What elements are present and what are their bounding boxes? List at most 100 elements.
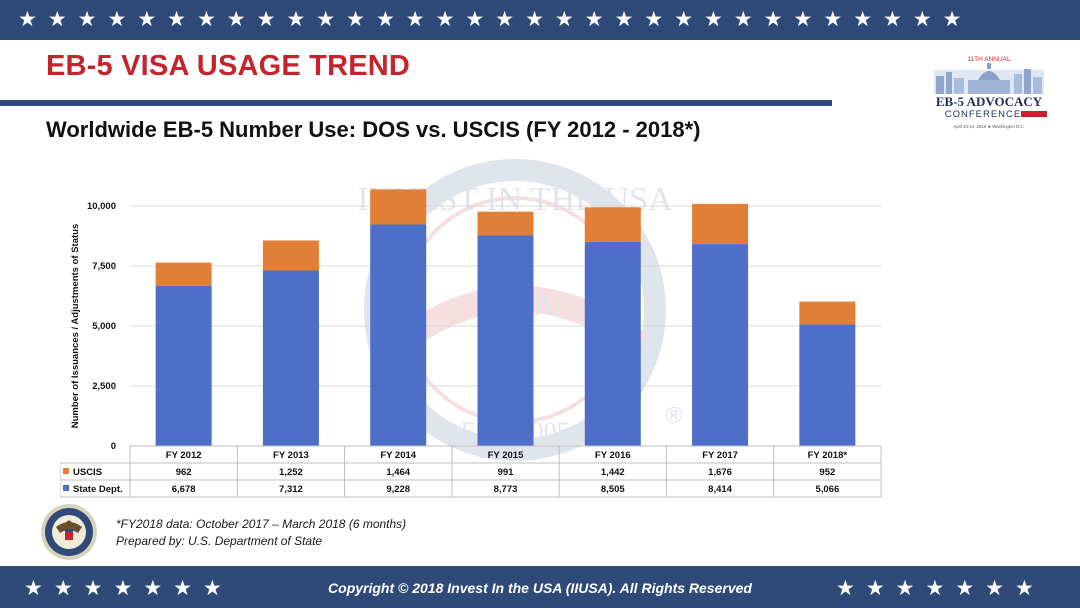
star-icon: ★ bbox=[733, 7, 753, 31]
data-table-value: 1,252 bbox=[279, 467, 303, 478]
star-icon: ★ bbox=[77, 7, 97, 31]
star-icon: ★ bbox=[53, 576, 73, 600]
x-category-label: FY 2017 bbox=[702, 450, 738, 461]
data-table-value: 1,464 bbox=[386, 467, 410, 478]
star-icon: ★ bbox=[614, 7, 634, 31]
copyright-notice: Copyright © 2018 Invest In the USA (IIUS… bbox=[328, 580, 752, 596]
star-icon: ★ bbox=[704, 7, 723, 31]
bar-uscis bbox=[477, 211, 534, 236]
star-icon: ★ bbox=[226, 7, 246, 31]
bar-uscis bbox=[370, 189, 427, 225]
bar-uscis bbox=[692, 203, 749, 245]
star-icon: ★ bbox=[202, 576, 222, 600]
y-tick-label: 2,500 bbox=[92, 381, 116, 392]
data-table-value: 6,678 bbox=[172, 484, 196, 495]
star-icon: ★ bbox=[1014, 576, 1034, 600]
bar-state-dept bbox=[692, 244, 749, 446]
stacked-bar-chart: INVEST IN THE USA IIUSA EST. 2005 ® 02,5… bbox=[60, 159, 882, 498]
star-icon: ★ bbox=[24, 576, 43, 600]
data-table-value: 8,773 bbox=[494, 484, 518, 495]
star-icon: ★ bbox=[883, 7, 902, 31]
data-table-value: 5,066 bbox=[815, 484, 839, 495]
data-table-value: 991 bbox=[498, 467, 515, 478]
star-icon: ★ bbox=[674, 7, 694, 31]
logo-title-text: EB-5 ADVOCACY bbox=[936, 94, 1043, 109]
conference-logo: 11TH ANNUAL EB-5 ADVOCACY CONFERENCE Apr… bbox=[934, 56, 1047, 129]
registered-mark-icon: ® bbox=[663, 404, 685, 429]
star-icon: ★ bbox=[173, 576, 192, 600]
bar-state-dept bbox=[370, 224, 427, 446]
star-icon: ★ bbox=[955, 576, 975, 600]
star-icon: ★ bbox=[925, 576, 945, 600]
data-table-value: 7,312 bbox=[279, 484, 303, 495]
star-icon: ★ bbox=[346, 7, 365, 31]
star-icon: ★ bbox=[793, 7, 813, 31]
y-tick-label: 0 bbox=[111, 441, 116, 452]
logo-conference-text: CONFERENCE bbox=[945, 109, 1022, 120]
data-table-value: 952 bbox=[819, 467, 835, 478]
bar-state-dept bbox=[584, 241, 641, 446]
bottom-right-stars: ★ ★ ★ ★ ★ ★ ★ bbox=[836, 578, 1034, 599]
star-icon: ★ bbox=[107, 7, 127, 31]
y-tick-label: 5,000 bbox=[92, 321, 116, 332]
star-icon: ★ bbox=[554, 7, 574, 31]
data-table-value: 1,676 bbox=[708, 467, 732, 478]
star-icon: ★ bbox=[286, 7, 306, 31]
bar-state-dept bbox=[262, 270, 319, 446]
star-icon: ★ bbox=[853, 7, 873, 31]
star-icon: ★ bbox=[167, 7, 186, 31]
star-icon: ★ bbox=[865, 576, 885, 600]
star-icon: ★ bbox=[836, 576, 855, 600]
star-icon: ★ bbox=[525, 7, 544, 31]
skyline-icon bbox=[934, 63, 1044, 94]
star-icon: ★ bbox=[895, 576, 915, 600]
y-tick-label: 10,000 bbox=[87, 201, 116, 212]
star-icon: ★ bbox=[495, 7, 515, 31]
star-icon: ★ bbox=[137, 7, 157, 31]
top-star-band: ★ ★ ★ ★ ★ ★ ★ ★ ★ ★ ★ ★ ★ ★ ★ ★ ★ ★ ★ ★ … bbox=[0, 0, 1080, 40]
x-category-label: FY 2014 bbox=[380, 450, 416, 461]
x-category-label: FY 2012 bbox=[166, 450, 202, 461]
top-left-stars: ★ ★ ★ ★ ★ ★ ★ ★ ★ ★ ★ ★ ★ ★ ★ ★ ★ ★ ★ ★ … bbox=[18, 9, 962, 30]
y-axis-label: Number of Issuances / Adjustments of Sta… bbox=[70, 224, 81, 428]
bar-state-dept bbox=[155, 285, 212, 446]
legend-label: USCIS bbox=[73, 467, 102, 478]
legend-swatch bbox=[63, 485, 69, 491]
x-category-label: FY 2015 bbox=[488, 450, 524, 461]
star-icon: ★ bbox=[584, 7, 604, 31]
data-table-value: 9,228 bbox=[386, 484, 410, 495]
star-icon: ★ bbox=[644, 7, 664, 31]
x-category-label: FY 2018* bbox=[808, 450, 848, 461]
data-table-value: 962 bbox=[176, 467, 192, 478]
x-category-label: FY 2016 bbox=[595, 450, 631, 461]
star-icon: ★ bbox=[83, 576, 103, 600]
star-icon: ★ bbox=[912, 7, 932, 31]
x-category-label: FY 2013 bbox=[273, 450, 309, 461]
data-table-value: 1,442 bbox=[601, 467, 625, 478]
data-table-value: 8,414 bbox=[708, 484, 732, 495]
star-icon: ★ bbox=[196, 7, 216, 31]
bar-uscis bbox=[155, 262, 212, 286]
star-icon: ★ bbox=[405, 7, 425, 31]
logo-annual-text: 11TH ANNUAL bbox=[967, 56, 1011, 63]
title-divider bbox=[0, 100, 832, 106]
star-icon: ★ bbox=[47, 7, 67, 31]
star-icon: ★ bbox=[823, 7, 843, 31]
bar-state-dept bbox=[477, 235, 534, 446]
footnote-prepared-by: Prepared by: U.S. Department of State bbox=[116, 534, 323, 548]
star-icon: ★ bbox=[435, 7, 455, 31]
star-icon: ★ bbox=[465, 7, 485, 31]
star-icon: ★ bbox=[18, 7, 37, 31]
bottom-star-band: ★ ★ ★ ★ ★ ★ ★ ★ ★ ★ ★ ★ ★ ★ bbox=[0, 566, 1080, 608]
slide-title: EB-5 VISA USAGE TREND bbox=[46, 50, 411, 82]
legend-swatch bbox=[63, 468, 69, 474]
star-icon: ★ bbox=[143, 576, 163, 600]
chart-subtitle: Worldwide EB-5 Number Use: DOS vs. USCIS… bbox=[46, 117, 701, 142]
legend-label: State Dept. bbox=[73, 484, 123, 495]
bar-uscis bbox=[262, 240, 319, 271]
state-department-seal-icon bbox=[41, 504, 97, 560]
star-icon: ★ bbox=[316, 7, 336, 31]
star-icon: ★ bbox=[256, 7, 276, 31]
star-icon: ★ bbox=[375, 7, 395, 31]
y-tick-label: 7,500 bbox=[92, 261, 116, 272]
